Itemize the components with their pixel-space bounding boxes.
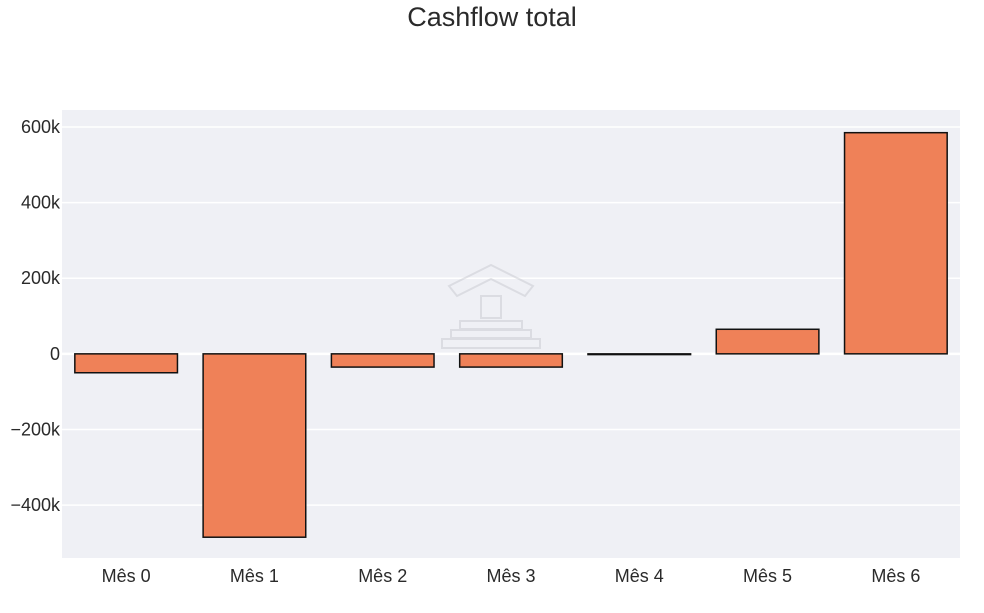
bar[interactable] [843,131,948,355]
y-tick-label: 400k [21,193,61,213]
y-tick-label: −400k [10,495,61,515]
x-tick-label: Mês 6 [871,566,920,586]
x-tick-label: Mês 0 [102,566,151,586]
y-tick-label: 600k [21,117,61,137]
x-tick-label: Mês 2 [358,566,407,586]
y-tick-label: −200k [10,419,61,439]
x-tick-label: Mês 1 [230,566,279,586]
bar[interactable] [715,328,820,355]
bar[interactable] [587,353,692,356]
x-tick-label: Mês 3 [486,566,535,586]
watermark-logo [441,263,541,349]
bar[interactable] [74,353,179,374]
chart-title: Cashflow total [407,2,577,32]
bar[interactable] [458,353,564,368]
x-tick-label: Mês 4 [615,566,664,586]
bars [74,131,948,538]
x-tick-label: Mês 5 [743,566,792,586]
y-tick-label: 200k [21,268,61,288]
y-tick-label: 0 [50,344,60,364]
y-axis-ticks: −400k −200k 0 200k 400k 600k [10,117,61,515]
plot-area [62,110,960,558]
bar[interactable] [202,353,307,538]
bar[interactable] [330,353,435,368]
x-axis-ticks: Mês 0 Mês 1 Mês 2 Mês 3 Mês 4 Mês 5 Mês 6 [102,566,921,586]
